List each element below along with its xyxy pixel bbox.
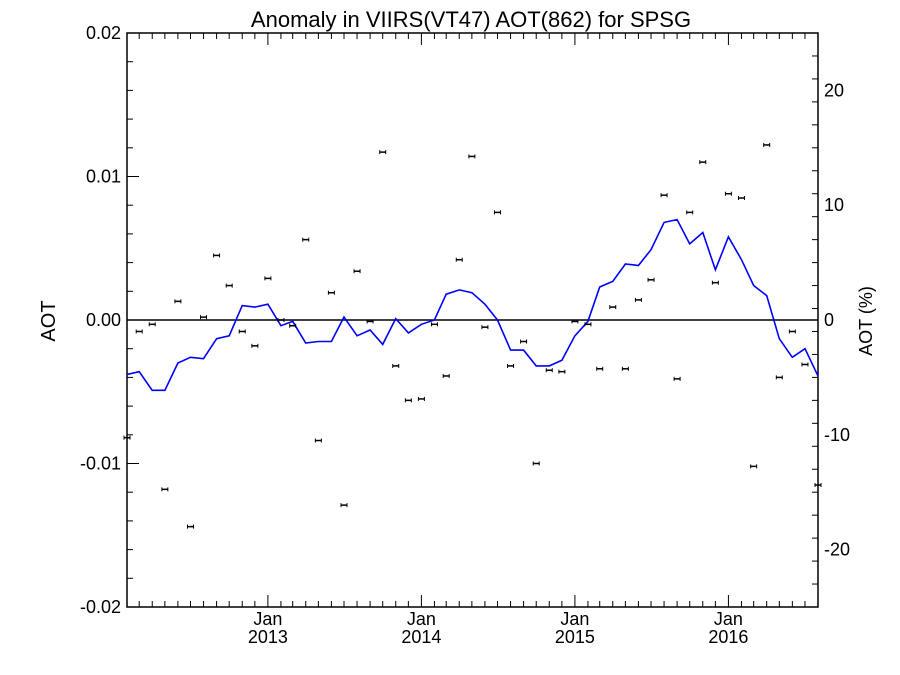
data-point <box>737 196 745 201</box>
chart-title: Anomaly in VIIRS(VT47) AOT(862) for SPSG <box>251 7 691 32</box>
data-point <box>532 461 540 466</box>
data-point <box>775 375 783 380</box>
data-point <box>353 269 361 274</box>
data-point <box>455 257 463 262</box>
data-point <box>571 319 579 324</box>
data-point <box>200 315 208 320</box>
data-point <box>174 299 182 304</box>
data-point <box>724 191 732 196</box>
data-point <box>251 343 259 348</box>
data-point <box>507 363 515 368</box>
data-point <box>673 376 681 381</box>
x-tick-label-year: 2016 <box>708 627 748 647</box>
y-left-tick-label: 0.02 <box>86 23 121 43</box>
data-point <box>135 329 143 334</box>
data-point <box>647 277 655 282</box>
running-mean-series <box>126 218 819 392</box>
y-left-tick-label: -0.02 <box>80 597 121 617</box>
data-point <box>417 396 425 401</box>
data-point <box>481 325 489 330</box>
data-point <box>520 339 528 344</box>
data-point <box>277 318 285 322</box>
x-tick-label-year: 2014 <box>401 627 441 647</box>
running-mean-line <box>126 218 819 392</box>
x-tick-label-month: Jan <box>253 609 282 629</box>
data-point <box>289 323 297 328</box>
data-point <box>302 237 310 242</box>
y-right-tick-label: 20 <box>824 80 844 100</box>
data-point <box>161 487 169 492</box>
x-tick-label-year: 2015 <box>555 627 595 647</box>
data-point <box>327 290 335 295</box>
anomaly-points-series <box>123 142 822 529</box>
data-point <box>596 366 604 371</box>
x-tick-label-month: Jan <box>407 609 436 629</box>
data-point <box>264 276 272 281</box>
x-tick-label-year: 2013 <box>248 627 288 647</box>
data-point <box>545 368 553 373</box>
data-point <box>584 322 592 327</box>
data-point <box>430 322 438 327</box>
data-point <box>442 373 450 378</box>
data-point <box>711 280 719 285</box>
data-point <box>660 193 668 198</box>
data-point <box>814 483 822 488</box>
data-point <box>148 322 156 327</box>
data-point <box>686 210 694 215</box>
data-point <box>801 362 809 367</box>
y-axis-label-right: AOT (%) <box>856 286 876 356</box>
y-right-tick-label: 0 <box>824 310 834 330</box>
data-point <box>468 154 476 159</box>
data-point <box>187 524 195 529</box>
data-point <box>634 297 642 302</box>
y-right-tick-label: -20 <box>824 540 850 560</box>
data-point <box>225 283 233 288</box>
data-point <box>314 438 322 443</box>
data-point <box>366 319 374 324</box>
y-right-tick-label: 10 <box>824 195 844 215</box>
y-left-tick-label: 0.01 <box>86 167 121 187</box>
data-point <box>238 329 246 334</box>
plot-area <box>126 32 819 608</box>
data-point <box>379 150 387 155</box>
data-point <box>788 329 796 334</box>
data-point <box>750 464 758 469</box>
data-point <box>404 398 412 403</box>
data-point <box>213 253 221 258</box>
axis-ticks: 0.020.010.00-0.01-0.0220100-10-20Jan2013… <box>80 23 850 647</box>
data-point <box>763 142 771 147</box>
data-point <box>494 210 502 215</box>
x-tick-label-month: Jan <box>560 609 589 629</box>
y-left-tick-label: 0.00 <box>86 310 121 330</box>
data-point <box>340 503 348 508</box>
y-right-tick-label: -10 <box>824 425 850 445</box>
y-axis-label-left: AOT <box>38 300 60 341</box>
y-left-tick-label: -0.01 <box>80 454 121 474</box>
data-point <box>558 369 566 374</box>
data-point <box>392 363 400 368</box>
data-point <box>621 366 629 371</box>
x-tick-label-month: Jan <box>714 609 743 629</box>
data-point <box>123 435 131 440</box>
data-point <box>609 305 617 310</box>
data-point <box>699 160 707 165</box>
